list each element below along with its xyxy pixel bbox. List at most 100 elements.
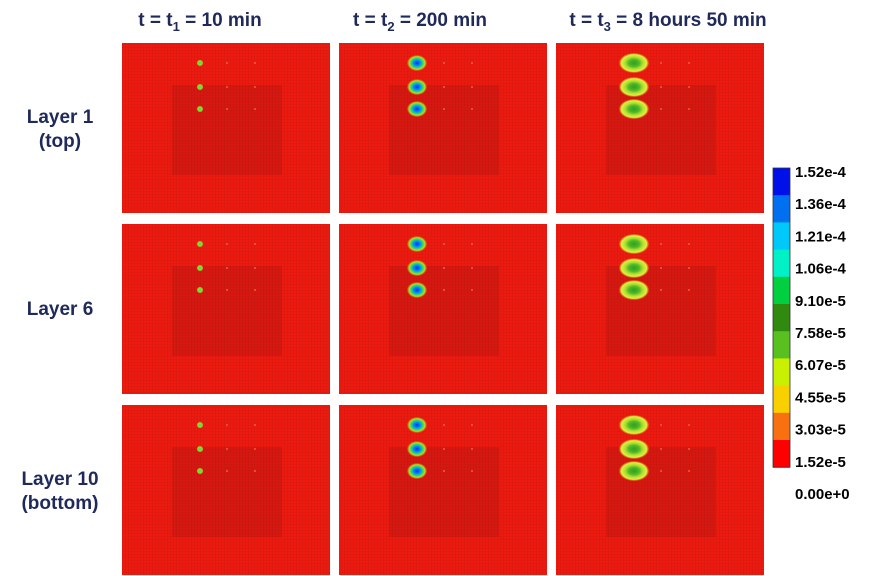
well	[254, 108, 256, 110]
well	[254, 243, 256, 245]
plume	[619, 258, 649, 278]
well	[254, 289, 256, 291]
plume	[196, 59, 204, 67]
colorbar-band	[773, 195, 790, 223]
well	[254, 62, 256, 64]
header-subscript: 3	[604, 19, 611, 34]
row-label: (top)	[39, 131, 81, 152]
well	[254, 448, 256, 450]
colorbar-label: 1.52e-5	[795, 454, 846, 471]
plume	[407, 79, 427, 95]
colorbar-label: 1.52e-4	[795, 164, 847, 181]
colorbar-band	[773, 304, 790, 332]
colorbar-label: 1.06e-4	[795, 261, 847, 278]
well	[226, 108, 228, 110]
header-text: t = t	[569, 10, 604, 31]
plume	[619, 99, 649, 119]
plume	[407, 463, 427, 479]
well	[443, 267, 445, 269]
well	[443, 62, 445, 64]
well	[471, 243, 473, 245]
header-text: = 200 min	[395, 10, 487, 31]
domain-region	[172, 85, 282, 175]
well	[688, 108, 690, 110]
well	[226, 448, 228, 450]
plume	[196, 83, 204, 91]
plume	[407, 55, 427, 71]
colorbar-label: 3.03e-5	[795, 422, 846, 439]
header-text: = 10 min	[180, 10, 262, 31]
colorbar-label: 0.00e+0	[795, 486, 850, 503]
colorbar-frame	[772, 167, 791, 468]
header-subscript: 2	[387, 19, 394, 34]
colorbar-band	[773, 249, 790, 278]
well	[660, 62, 662, 64]
colorbar-label: 6.07e-5	[795, 357, 846, 374]
well	[471, 424, 473, 426]
plume	[196, 105, 204, 113]
plume	[407, 441, 427, 457]
well	[254, 86, 256, 88]
column-header: t = t2 = 200 min	[353, 10, 487, 34]
well	[688, 62, 690, 64]
well	[688, 470, 690, 472]
well	[471, 289, 473, 291]
column-header: t = t1 = 10 min	[138, 10, 261, 34]
colorbar-label: 1.36e-4	[795, 196, 847, 213]
well	[688, 289, 690, 291]
well	[443, 108, 445, 110]
well	[660, 424, 662, 426]
plume	[619, 53, 649, 73]
colorbar-band	[773, 412, 790, 441]
well	[254, 267, 256, 269]
colorbar-label: 1.21e-4	[795, 228, 847, 245]
domain-region	[389, 447, 499, 537]
well	[688, 243, 690, 245]
domain-region	[389, 266, 499, 356]
plume	[196, 445, 204, 453]
colorbar-band	[773, 440, 790, 468]
plume	[196, 421, 204, 429]
well	[660, 448, 662, 450]
plume	[619, 77, 649, 97]
header-text: t = t	[353, 10, 388, 31]
domain-region	[172, 447, 282, 537]
domain-region	[606, 266, 716, 356]
well	[660, 86, 662, 88]
well	[660, 289, 662, 291]
well	[471, 108, 473, 110]
well	[660, 267, 662, 269]
well	[688, 267, 690, 269]
well	[226, 267, 228, 269]
colorbar-label: 4.55e-5	[795, 389, 846, 406]
domain-region	[606, 85, 716, 175]
colorbar-band	[773, 222, 790, 251]
well	[254, 470, 256, 472]
well	[471, 448, 473, 450]
plume	[619, 461, 649, 481]
plume	[619, 234, 649, 254]
well	[226, 243, 228, 245]
well	[254, 424, 256, 426]
well	[688, 448, 690, 450]
well	[443, 289, 445, 291]
row-label: Layer 6	[27, 299, 94, 320]
well	[443, 424, 445, 426]
colorbar-band	[773, 385, 790, 414]
colorbar-label: 7.58e-5	[795, 325, 846, 342]
row-label: Layer 10	[21, 469, 98, 490]
well	[226, 424, 228, 426]
plume	[619, 415, 649, 435]
well	[471, 62, 473, 64]
well	[443, 243, 445, 245]
domain-region	[606, 447, 716, 537]
well	[443, 448, 445, 450]
colorbar-band	[773, 168, 790, 196]
well	[226, 470, 228, 472]
plume	[196, 264, 204, 272]
well	[660, 243, 662, 245]
well	[226, 86, 228, 88]
colorbar-band	[773, 331, 790, 359]
